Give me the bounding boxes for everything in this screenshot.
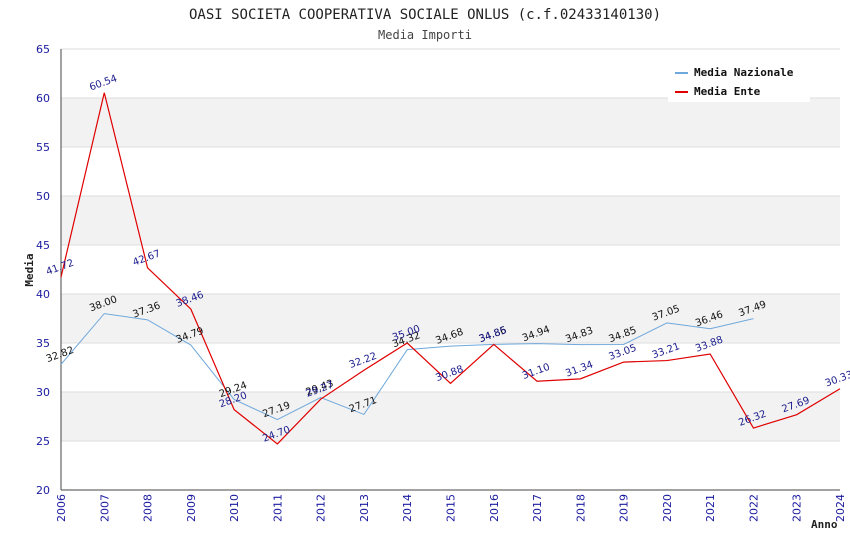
band: [61, 392, 840, 441]
x-tick-labels: 2006 2007 2008 2009 2010 2011 2012 2013 2014 2015…: [55, 494, 847, 522]
band: [61, 441, 840, 490]
background-bands: [61, 49, 840, 490]
band: [61, 294, 840, 343]
chart-subtitle: Media Importi: [378, 28, 472, 42]
x-tick-label: 2007: [98, 494, 111, 522]
band: [61, 196, 840, 245]
x-tick-label: 2023: [791, 494, 804, 522]
x-tick-label: 2008: [142, 494, 155, 522]
x-tick-label: 2010: [228, 494, 241, 522]
x-tick-label: 2016: [488, 494, 501, 522]
gridlines: [61, 48, 840, 491]
legend-label: Media Nazionale: [694, 66, 794, 79]
y-tick-label: 55: [36, 141, 50, 154]
x-tick-label: 2021: [704, 494, 717, 522]
x-tick-label: 2014: [401, 494, 414, 522]
axes: [60, 49, 840, 491]
x-tick-label: 2012: [315, 494, 328, 522]
series-line-media-nazionale: [60, 313, 754, 421]
y-tick-label: 20: [36, 484, 50, 497]
y-tick-label: 35: [36, 337, 50, 350]
legend-label: Media Ente: [694, 85, 761, 98]
x-tick-label: 2022: [747, 494, 760, 522]
band: [61, 147, 840, 196]
y-tick-label: 50: [36, 190, 50, 203]
x-tick-label: 2006: [55, 494, 68, 522]
y-tick-label: 25: [36, 435, 50, 448]
y-tick-label: 45: [36, 239, 50, 252]
y-axis-label: Media: [23, 253, 36, 286]
y-tick-label: 40: [36, 288, 50, 301]
y-tick-labels: 20 25 30 35 40 45 50 55 60 65: [36, 43, 50, 497]
series-lines: [60, 92, 841, 445]
x-tick-label: 2015: [445, 494, 458, 522]
x-tick-label: 2009: [185, 494, 198, 522]
chart-title: OASI SOCIETA COOPERATIVA SOCIALE ONLUS (…: [189, 7, 661, 23]
series-line-media-ente: [60, 92, 841, 445]
x-tick-label: 2018: [574, 494, 587, 522]
band: [61, 245, 840, 294]
band: [61, 98, 840, 147]
legend-box: [668, 60, 810, 102]
x-tick-label: 2020: [661, 494, 674, 522]
x-tick-label: 2024: [834, 494, 847, 522]
y-tick-label: 60: [36, 92, 50, 105]
x-tick-label: 2019: [618, 494, 631, 522]
x-tick-label: 2011: [271, 494, 284, 522]
x-tick-label: 2013: [358, 494, 371, 522]
x-axis-label: Anno: [811, 518, 838, 531]
legend: Media Nazionale Media Ente: [668, 60, 810, 102]
y-tick-label: 30: [36, 386, 50, 399]
x-tick-label: 2017: [531, 494, 544, 522]
y-tick-label: 65: [36, 43, 50, 56]
